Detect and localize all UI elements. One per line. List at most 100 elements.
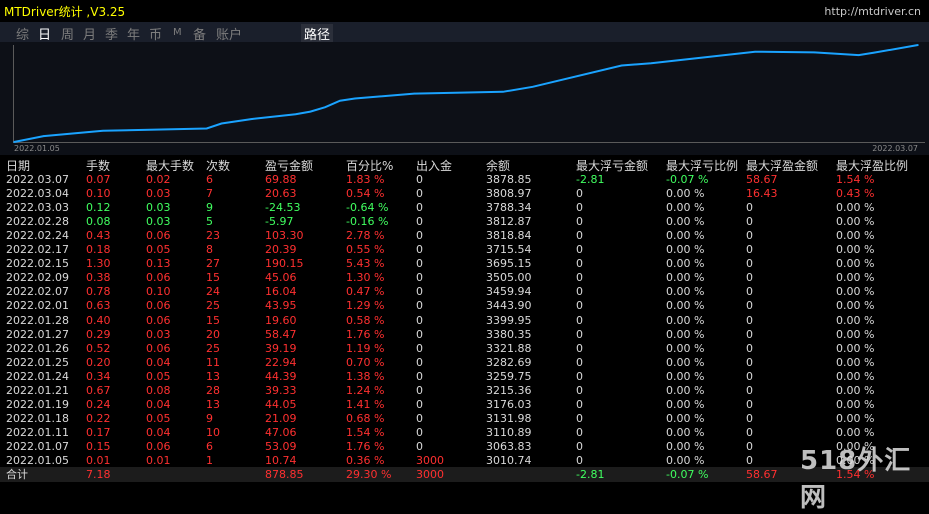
column-header-lots[interactable]: 手数: [86, 159, 111, 173]
cell-balance: 3010.74: [486, 454, 532, 467]
total-deposit: 3000: [416, 468, 444, 481]
cell-lots: 0.18: [86, 243, 111, 257]
column-header-max-float-loss-pct[interactable]: 最大浮亏比例: [666, 159, 739, 173]
cell-trades: 6: [206, 439, 213, 453]
cell-max-float-loss-pct: 0.00 %: [666, 327, 705, 341]
cell-trades: 10: [206, 425, 220, 439]
tab-currency[interactable]: 币: [149, 28, 163, 43]
cell-percent: 1.76 %: [346, 439, 385, 453]
cell-max-float-loss: 0: [576, 425, 583, 439]
cell-profit: 58.47: [265, 327, 297, 341]
table-row[interactable]: 2022.02.09 0.38 0.06 15 45.06 1.30 % 0 3505.00 0…: [0, 271, 929, 284]
table-row[interactable]: 2022.01.28 0.40 0.06 15 19.60 0.58 % 0 3399.95 0…: [0, 314, 929, 327]
table-row[interactable]: 2022.01.11 0.17 0.04 10 47.06 1.54 % 0 3110.89 0…: [0, 426, 929, 439]
table-row[interactable]: 2022.03.03 0.12 0.03 9 -24.53 -0.64 % 0 3788.34…: [0, 201, 929, 214]
cell-max-float-loss-pct: 0.00 %: [666, 397, 705, 411]
cell-deposit: 0: [416, 439, 423, 453]
table-row[interactable]: 2022.01.26 0.52 0.06 25 39.19 1.19 % 0 3321.88 0…: [0, 342, 929, 355]
table-row[interactable]: 2022.02.01 0.63 0.06 25 43.95 1.29 % 0 3443.90 0…: [0, 299, 929, 312]
cell-max-float-profit: 0: [746, 299, 753, 313]
cell-trades: 13: [206, 397, 220, 411]
balance-point: [250, 118, 252, 120]
balance-point: [502, 91, 504, 93]
tab-summary[interactable]: 综: [16, 28, 30, 43]
table-row[interactable]: 2022.01.07 0.15 0.06 6 53.09 1.76 % 0 3063.83 0 0…: [0, 440, 929, 453]
cell-profit: 39.33: [265, 383, 297, 397]
cell-max-float-loss: 0: [576, 411, 583, 425]
column-header-date[interactable]: 日期: [6, 159, 31, 173]
cell-balance: 3282.69: [486, 355, 532, 369]
column-header-max-lots[interactable]: 最大手数: [146, 159, 195, 173]
column-header-profit[interactable]: 盈亏金额: [265, 159, 314, 173]
tab-month[interactable]: 月: [83, 28, 97, 43]
cell-date: 2022.02.28: [6, 215, 69, 229]
table-row[interactable]: 2022.01.21 0.67 0.08 28 39.33 1.24 % 0 3215.36 0…: [0, 384, 929, 397]
table-row[interactable]: 2022.01.25 0.20 0.04 11 22.94 0.70 % 0 3282.69 0…: [0, 356, 929, 369]
cell-deposit: 0: [416, 313, 423, 327]
cell-date: 2022.02.17: [6, 243, 69, 257]
tab-quarter[interactable]: 季: [105, 28, 119, 43]
cell-max-float-loss: 0: [576, 439, 583, 453]
table-row[interactable]: 2022.02.07 0.78 0.10 24 16.04 0.47 % 0 3459.94 0…: [0, 285, 929, 298]
cell-percent: -0.16 %: [346, 215, 389, 229]
cell-profit: -5.97: [265, 215, 294, 229]
cell-profit: 21.09: [265, 411, 297, 425]
table-row[interactable]: 2022.01.05 0.01 0.01 1 10.74 0.36 % 3000 3010.7…: [0, 454, 929, 467]
website-link[interactable]: http://mtdriver.cn: [824, 5, 921, 18]
cell-max-float-loss-pct: 0.00 %: [666, 299, 705, 313]
column-header-max-float-loss[interactable]: 最大浮亏金额: [576, 159, 649, 173]
table-row[interactable]: 2022.01.19 0.24 0.04 13 44.05 1.41 % 0 3176.03 0…: [0, 398, 929, 411]
cell-max-float-profit: 0: [746, 257, 753, 271]
cell-percent: 1.38 %: [346, 369, 385, 383]
tab-notes[interactable]: 备: [193, 28, 207, 43]
table-row[interactable]: 2022.02.17 0.18 0.05 8 20.39 0.55 % 0 3715.54 0 0…: [0, 243, 929, 256]
table-row[interactable]: 2022.02.24 0.43 0.06 23 103.30 2.78 % 0 3818.84…: [0, 229, 929, 242]
table-row[interactable]: 2022.01.27 0.29 0.03 20 58.47 1.76 % 0 3380.35 0…: [0, 328, 929, 341]
tab-week[interactable]: 周: [61, 28, 75, 43]
tab-day[interactable]: 日: [38, 28, 52, 43]
column-header-trades[interactable]: 次数: [206, 159, 231, 173]
cell-percent: 1.76 %: [346, 327, 385, 341]
cell-max-float-profit: 0: [746, 397, 753, 411]
cell-trades: 20: [206, 327, 220, 341]
cell-max-float-profit-pct: 0.00 %: [836, 257, 875, 271]
cell-profit: 39.19: [265, 341, 297, 355]
column-header-deposit[interactable]: 出入金: [416, 159, 453, 173]
column-header-percent[interactable]: 百分比%: [346, 159, 394, 173]
tab-year[interactable]: 年: [127, 28, 141, 43]
balance-point: [309, 110, 312, 113]
table-footer-totals: 合计 7.18 878.85 29.30 % 3000 -2.81 -0.07 % 58.67…: [0, 467, 929, 482]
cell-lots: 0.20: [86, 355, 111, 369]
cell-balance: 3459.94: [486, 285, 532, 299]
cell-deposit: 0: [416, 425, 423, 439]
cell-trades: 9: [206, 201, 213, 215]
cell-max-float-profit: 0: [746, 271, 753, 285]
cell-max-float-profit-pct: 1.54 %: [836, 173, 875, 186]
table-row[interactable]: 2022.02.28 0.08 0.03 5 -5.97 -0.16 % 0 3812.87 0…: [0, 215, 929, 228]
cell-max-float-profit: 58.67: [746, 173, 778, 186]
table-row[interactable]: 2022.01.24 0.34 0.05 13 44.39 1.38 % 0 3259.75 0…: [0, 370, 929, 383]
column-header-balance[interactable]: 余额: [486, 159, 511, 173]
table-row[interactable]: 2022.03.04 0.10 0.03 7 20.63 0.54 % 0 3808.97 0 0…: [0, 187, 929, 200]
cell-max-float-loss-pct: 0.00 %: [666, 454, 705, 467]
table-row[interactable]: 2022.03.07 0.07 0.02 6 69.88 1.83 % 0 3878.85 -2…: [0, 173, 929, 186]
cell-balance: 3131.98: [486, 411, 532, 425]
balance-point: [650, 62, 652, 64]
column-header-max-float-profit[interactable]: 最大浮盈金额: [746, 159, 819, 173]
table-row[interactable]: 2022.01.18 0.22 0.05 9 21.09 0.68 % 0 3131.98 0 0…: [0, 412, 929, 425]
column-header-max-float-profit-pct[interactable]: 最大浮盈比例: [836, 159, 909, 173]
tab-m[interactable]: M: [173, 27, 182, 38]
cell-max-float-profit: 0: [746, 327, 753, 341]
cell-max-float-profit-pct: 0.00 %: [836, 369, 875, 383]
cell-max-float-profit: 0: [746, 355, 753, 369]
watermark-logo: 518外汇网: [800, 446, 912, 513]
table-row[interactable]: 2022.02.15 1.30 0.13 27 190.15 5.43 % 0 3695.15…: [0, 257, 929, 270]
cell-profit: 22.94: [265, 355, 297, 369]
cell-max-lots: 0.04: [146, 355, 171, 369]
tab-path[interactable]: 路径: [301, 24, 334, 43]
cell-trades: 25: [206, 341, 220, 355]
tab-account[interactable]: 账户: [216, 28, 243, 43]
cell-balance: 3878.85: [486, 173, 532, 186]
cell-deposit: 0: [416, 187, 423, 201]
balance-point: [917, 44, 919, 46]
